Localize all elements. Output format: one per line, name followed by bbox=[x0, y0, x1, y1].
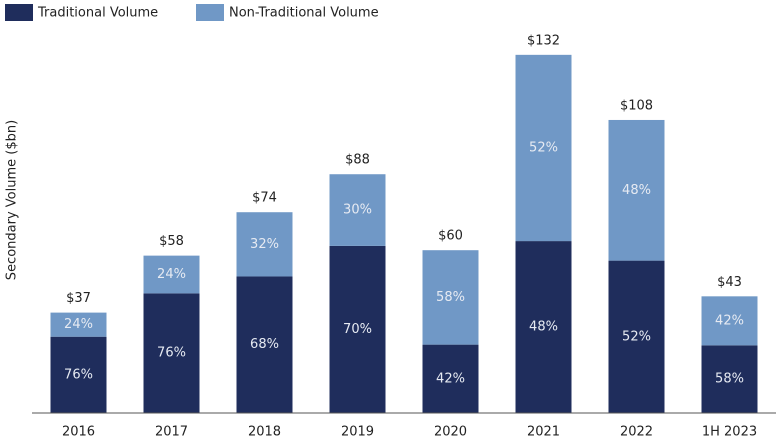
segment-label: 48% bbox=[529, 320, 558, 335]
total-label: $37 bbox=[66, 291, 91, 306]
bar-segment bbox=[422, 344, 479, 413]
total-label: $132 bbox=[527, 33, 560, 48]
x-tick-label: 2020 bbox=[434, 425, 467, 440]
total-label: $88 bbox=[345, 153, 370, 168]
segment-label: 58% bbox=[436, 290, 465, 305]
total-label: $60 bbox=[438, 229, 463, 244]
segment-label: 58% bbox=[715, 372, 744, 387]
segment-label: 70% bbox=[343, 322, 372, 337]
x-tick-label: 2021 bbox=[527, 425, 560, 440]
x-tick-label: 2022 bbox=[620, 425, 653, 440]
segment-label: 30% bbox=[343, 203, 372, 218]
total-label: $43 bbox=[717, 275, 742, 290]
bar-segment bbox=[50, 336, 107, 413]
segment-label: 42% bbox=[436, 371, 465, 386]
segment-label: 32% bbox=[250, 237, 279, 252]
total-label: $108 bbox=[620, 98, 653, 113]
bar-segment bbox=[608, 260, 665, 413]
bar-segment bbox=[608, 119, 665, 261]
x-tick-label: 1H 2023 bbox=[702, 425, 757, 440]
segment-label: 52% bbox=[622, 329, 651, 344]
segment-label: 76% bbox=[64, 367, 93, 382]
bar-segment bbox=[236, 212, 293, 277]
segment-label: 48% bbox=[622, 183, 651, 198]
legend-swatch bbox=[5, 4, 33, 21]
x-tick-label: 2016 bbox=[62, 425, 95, 440]
bar-segment bbox=[422, 250, 479, 345]
bar-segment bbox=[50, 312, 107, 337]
segment-label: 24% bbox=[157, 267, 186, 282]
segment-label: 52% bbox=[529, 140, 558, 155]
segment-label: 42% bbox=[715, 313, 744, 328]
bar-segment bbox=[701, 345, 758, 413]
segment-label: 76% bbox=[157, 346, 186, 361]
total-label: $58 bbox=[159, 234, 184, 249]
bar-segment bbox=[143, 293, 200, 413]
bar-segment bbox=[329, 245, 386, 413]
segment-label: 68% bbox=[250, 337, 279, 352]
legend-label: Non-Traditional Volume bbox=[229, 6, 379, 21]
bar-segment bbox=[515, 54, 572, 242]
x-tick-label: 2017 bbox=[155, 425, 188, 440]
segment-label: 24% bbox=[64, 317, 93, 332]
bar-segment bbox=[329, 174, 386, 246]
bar-segment bbox=[701, 296, 758, 346]
bar-segment bbox=[515, 241, 572, 413]
bar-segment bbox=[143, 255, 200, 294]
x-tick-label: 2019 bbox=[341, 425, 374, 440]
y-axis-label: Secondary Volume ($bn) bbox=[5, 120, 20, 280]
x-tick-label: 2018 bbox=[248, 425, 281, 440]
bar-segment bbox=[236, 276, 293, 413]
total-label: $74 bbox=[252, 191, 277, 206]
legend-label: Traditional Volume bbox=[37, 6, 158, 21]
legend-swatch bbox=[196, 4, 224, 21]
